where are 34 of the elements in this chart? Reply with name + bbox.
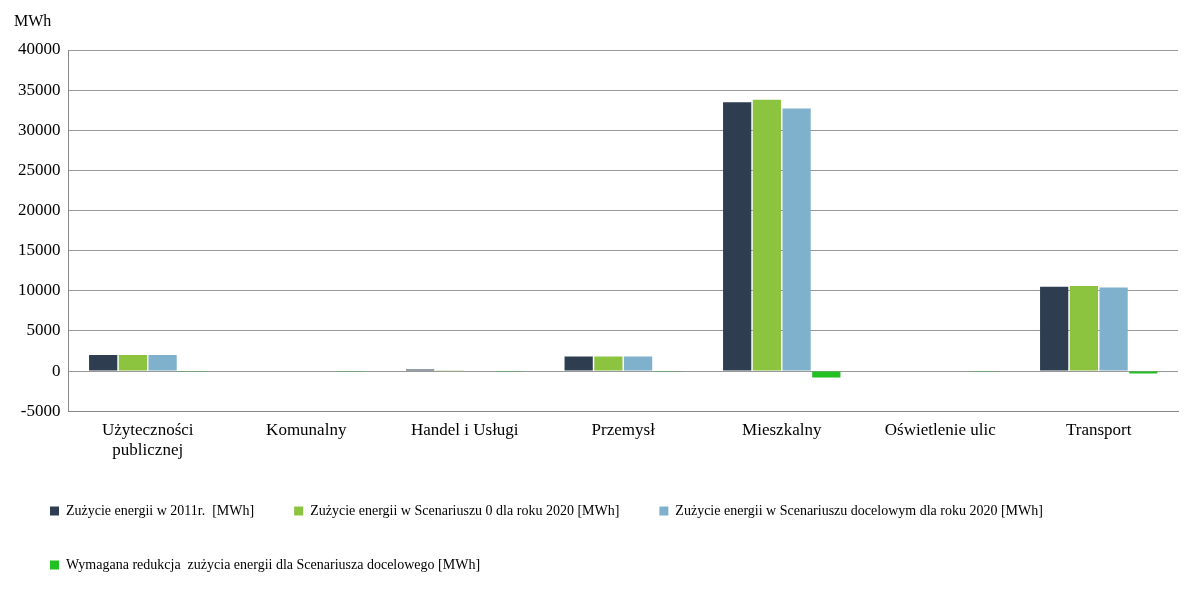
bar [782,108,811,371]
bar [623,356,653,371]
y-axis-title: MWh [14,12,52,30]
x-tick-label: Komunalny [266,419,347,439]
bar [148,355,177,371]
x-tick-label: Przemysł [591,419,656,439]
y-tick-label: 25000 [18,159,61,179]
bar [89,355,118,371]
legend-label: Wymagana redukcja zużycia energii dla Scenariusza docelowego [MWh] [66,556,481,572]
x-tick-label: Oświetlenie ulic [884,419,997,439]
y-tick-label: 20000 [18,200,61,219]
legend-label: Zużycie energii w 2011r. [MWh] [66,502,255,518]
bar [1099,287,1128,371]
y-tick-label: 10000 [18,280,61,300]
y-tick-label: 0 [52,360,61,380]
x-tick-label: Handel i Usługi [410,419,519,439]
bar [752,99,782,371]
x-tick-label: Mieszkalny [742,419,822,439]
y-tick-label: 30000 [18,119,61,139]
bar [564,356,593,371]
legend-label: Zużycie energii w Scenariuszu 0 dla roku 2020 [MWh] [310,502,620,518]
y-tick-label: 35000 [18,79,61,99]
y-tick-label: 15000 [18,240,61,260]
y-tick-label: 40000 [18,39,61,59]
y-tick-label: 5000 [26,320,61,340]
bar [118,355,148,371]
bar [723,102,752,371]
x-tick-label: Transport [1066,419,1132,439]
y-tick-label: -5000 [20,400,61,420]
x-tick-label: Użyteczności publicznej [101,419,194,460]
bar [1040,286,1069,371]
bar [594,356,623,371]
legend-label: Zużycie energii w Scenariuszu docelowym dla roku 2020 [MWh] [675,502,1043,518]
bar [1069,285,1099,371]
